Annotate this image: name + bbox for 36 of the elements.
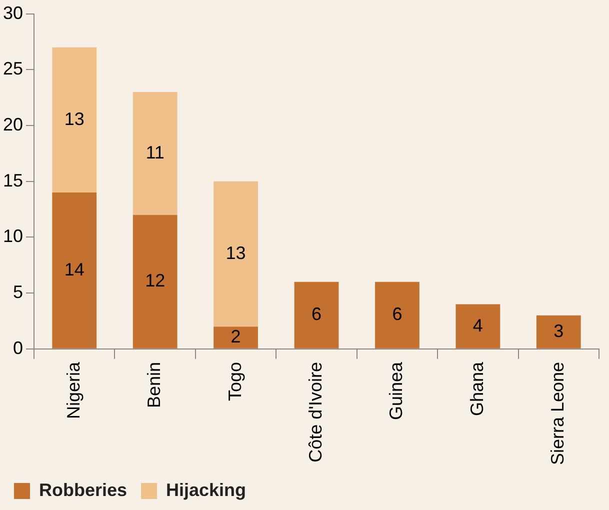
- data-label: 6: [392, 304, 402, 324]
- y-tick-label: 30: [2, 2, 24, 23]
- y-tick-label: 15: [2, 170, 24, 190]
- x-tick-label: Sierra Leone: [548, 362, 568, 466]
- data-label: 2: [230, 326, 241, 346]
- bar: [375, 282, 420, 348]
- x-tick-label: Benin: [144, 362, 164, 408]
- bar: [132, 92, 178, 215]
- bar: [214, 326, 258, 348]
- x-tick-label: Côte d'Ivoire: [305, 362, 326, 462]
- bar: [294, 282, 339, 348]
- y-tick-label: 0: [13, 338, 24, 358]
- x-tick-label: Nigeria: [63, 360, 84, 419]
- data-label: 13: [226, 242, 246, 263]
- bar: [132, 214, 178, 348]
- bar: [52, 47, 97, 193]
- y-tick-label: 10: [2, 226, 24, 246]
- data-label: 3: [554, 320, 564, 341]
- data-label: 14: [64, 259, 84, 280]
- y-tick-label: 25: [2, 58, 24, 79]
- data-label: 12: [145, 270, 166, 291]
- data-label: 4: [472, 315, 483, 336]
- legend-label: Robberies: [39, 480, 128, 500]
- data-label: 6: [312, 304, 322, 324]
- legend-label: Hijacking: [166, 480, 246, 500]
- bar: [456, 304, 500, 348]
- x-tick-label: Ghana: [466, 360, 487, 416]
- x-tick-label: Togo: [224, 362, 245, 401]
- y-tick-label: 5: [13, 282, 24, 302]
- bar: [52, 192, 97, 348]
- x-tick-label: Guinea: [386, 360, 406, 420]
- data-label: 11: [146, 142, 164, 162]
- y-tick-label: 20: [2, 114, 24, 134]
- bar: [536, 315, 581, 348]
- bar: [214, 181, 258, 327]
- data-label: 13: [64, 108, 84, 129]
